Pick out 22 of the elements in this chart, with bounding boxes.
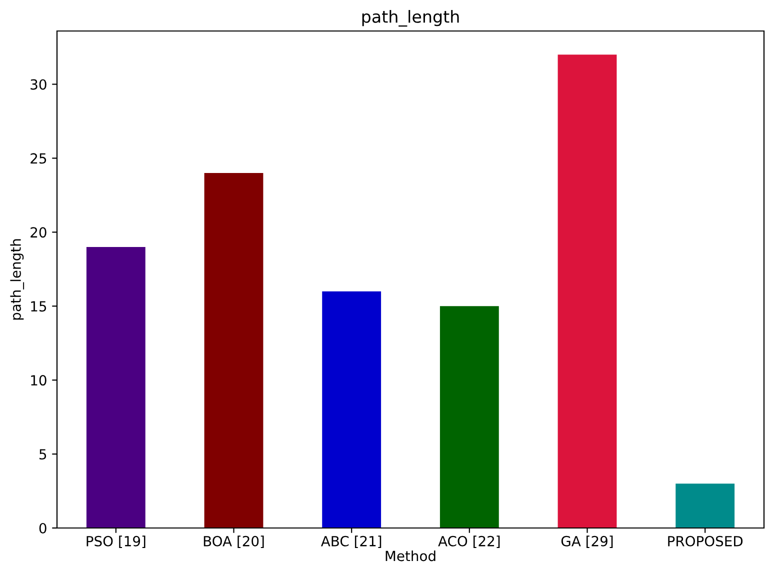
bar [322, 291, 382, 528]
y-tick-label: 15 [31, 301, 46, 312]
bar [558, 54, 617, 528]
bar [440, 306, 499, 528]
x-tick-label: PROPOSED [668, 536, 743, 546]
y-tick-label: 10 [31, 375, 46, 386]
y-axis-title: path_length [10, 239, 24, 320]
y-tick-label: 25 [30, 153, 46, 164]
y-tick-label: 20 [30, 227, 46, 238]
y-tick-label: 0 [39, 522, 46, 534]
y-tick-label: 30 [30, 79, 46, 90]
x-tick-label: BOA [20] [204, 536, 264, 548]
y-tick-label: 5 [40, 449, 46, 460]
bar [86, 246, 146, 528]
bar [676, 484, 735, 528]
x-tick-label: ACO [22] [438, 536, 500, 548]
x-tick-label: ABC [21] [320, 536, 382, 548]
bar [204, 173, 264, 528]
x-tick-label: GA [29] [561, 536, 613, 548]
x-tick-label: PSO [19] [86, 536, 146, 548]
x-axis-title: Method [386, 550, 436, 562]
chart-title: path_length [362, 10, 459, 27]
